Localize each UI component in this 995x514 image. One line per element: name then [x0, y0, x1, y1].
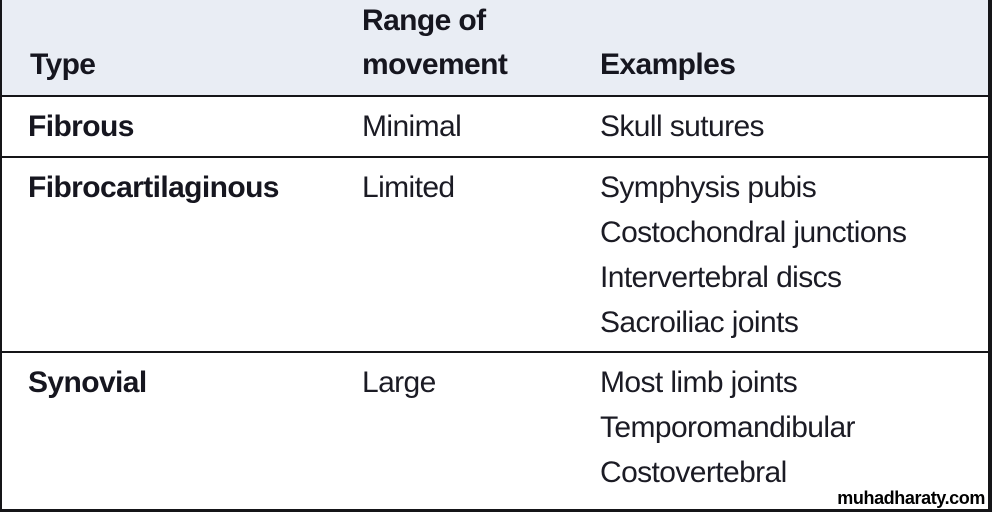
cell-range: Limited [362, 171, 455, 204]
example-item: Temporomandibular [600, 411, 856, 444]
cell-examples: Symphysis pubis Costochondral junctions … [600, 158, 988, 351]
column-header-range-of-movement: Range of movement [362, 4, 508, 81]
example-item: Costochondral junctions [600, 216, 907, 249]
cell-type: Synovial [28, 366, 147, 399]
example-item: Symphysis pubis [600, 171, 817, 204]
cell-type: Fibrocartilaginous [28, 171, 280, 204]
column-header-type: Type [30, 48, 96, 81]
cell-examples: Skull sutures [600, 97, 988, 156]
cell-examples: Most limb joints Temporomandibular Costo… [600, 353, 988, 509]
example-item: Costovertebral [600, 456, 787, 489]
example-item: Intervertebral discs [600, 261, 842, 294]
cell-range: Minimal [362, 110, 462, 143]
table-row-fibrous: Fibrous Minimal Skull sutures [2, 97, 988, 158]
example-item: Sacroiliac joints [600, 306, 799, 339]
table-row-synovial: Synovial Large Most limb joints Temporom… [2, 353, 988, 509]
example-item: Skull sutures [600, 110, 765, 143]
watermark-muhadharaty: muhadharaty.com [837, 488, 985, 508]
cell-type: Fibrous [28, 110, 134, 143]
table-row-fibrocartilaginous: Fibrocartilaginous Limited Symphysis pub… [2, 158, 988, 353]
column-header-examples: Examples [600, 48, 736, 81]
cell-range: Large [362, 366, 436, 399]
example-item: Most limb joints [600, 366, 798, 399]
table-header-row: Type Range of movement Examples [2, 0, 988, 97]
